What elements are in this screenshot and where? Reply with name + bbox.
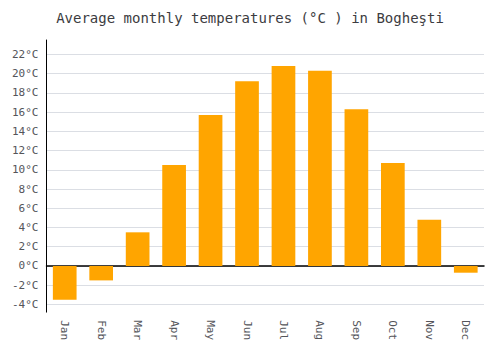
svg-text:May: May [204,320,217,340]
svg-text:2°C: 2°C [19,240,39,253]
svg-text:Mar: Mar [131,320,144,340]
svg-text:6°C: 6°C [19,202,39,215]
svg-text:Jul: Jul [277,320,290,340]
svg-text:Feb: Feb [95,320,108,340]
svg-text:0°C: 0°C [19,259,39,272]
svg-text:Jun: Jun [241,320,254,340]
svg-text:4°C: 4°C [19,221,39,234]
svg-text:Oct: Oct [386,320,399,340]
svg-text:Nov: Nov [423,320,436,340]
svg-text:22°C: 22°C [12,48,39,61]
svg-text:10°C: 10°C [12,163,39,176]
svg-text:Jan: Jan [58,320,71,340]
svg-text:12°C: 12°C [12,144,39,157]
svg-text:Apr: Apr [168,320,181,340]
svg-text:-2°C: -2°C [12,279,39,292]
svg-text:Average monthly temperatures (: Average monthly temperatures (°C ) in Bo… [56,10,444,26]
svg-text:Sep: Sep [350,320,363,340]
svg-text:14°C: 14°C [12,125,39,138]
svg-text:20°C: 20°C [12,67,39,80]
svg-text:16°C: 16°C [12,106,39,119]
svg-text:Aug: Aug [313,320,326,340]
svg-text:Dec: Dec [459,320,472,340]
svg-text:18°C: 18°C [12,86,39,99]
svg-text:8°C: 8°C [19,183,39,196]
svg-text:-4°C: -4°C [12,298,39,311]
